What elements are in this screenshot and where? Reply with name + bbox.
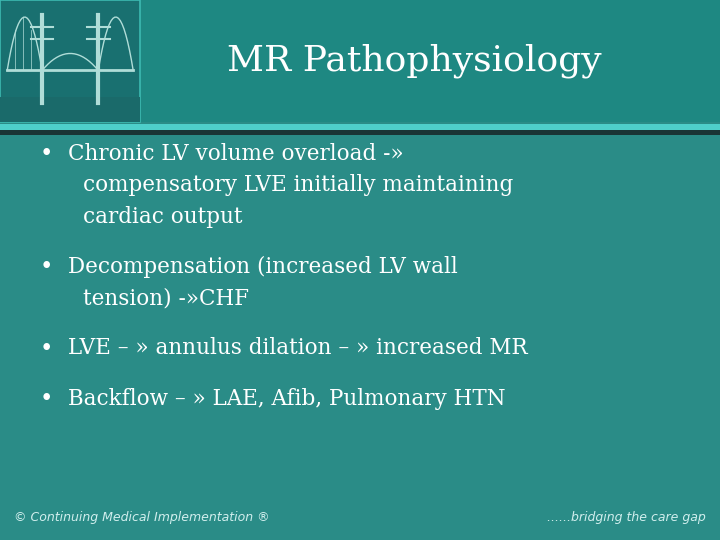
Text: Backflow – » LAE, Afib, Pulmonary HTN: Backflow – » LAE, Afib, Pulmonary HTN	[68, 388, 506, 410]
Text: © Continuing Medical Implementation ®: © Continuing Medical Implementation ®	[14, 511, 270, 524]
Text: •: •	[40, 143, 53, 165]
Text: •: •	[40, 388, 53, 410]
Text: tension) -»CHF: tension) -»CHF	[83, 287, 249, 309]
Bar	[0, 0, 720, 122]
Text: MR Pathophysiology: MR Pathophysiology	[227, 44, 601, 78]
Text: LVE – » annulus dilation – » increased MR: LVE – » annulus dilation – » increased M…	[68, 338, 528, 360]
Text: •: •	[40, 256, 53, 278]
Text: ......bridging the care gap: ......bridging the care gap	[547, 511, 706, 524]
Bar	[0, 97, 140, 122]
Text: •: •	[40, 338, 53, 360]
Text: Chronic LV volume overload -»: Chronic LV volume overload -»	[68, 143, 404, 165]
Text: Decompensation (increased LV wall: Decompensation (increased LV wall	[68, 256, 458, 278]
Bar	[0, 124, 720, 131]
Bar	[0, 130, 720, 135]
Text: compensatory LVE initially maintaining: compensatory LVE initially maintaining	[83, 174, 513, 197]
Text: cardiac output: cardiac output	[83, 206, 243, 228]
Bar	[0, 0, 140, 122]
